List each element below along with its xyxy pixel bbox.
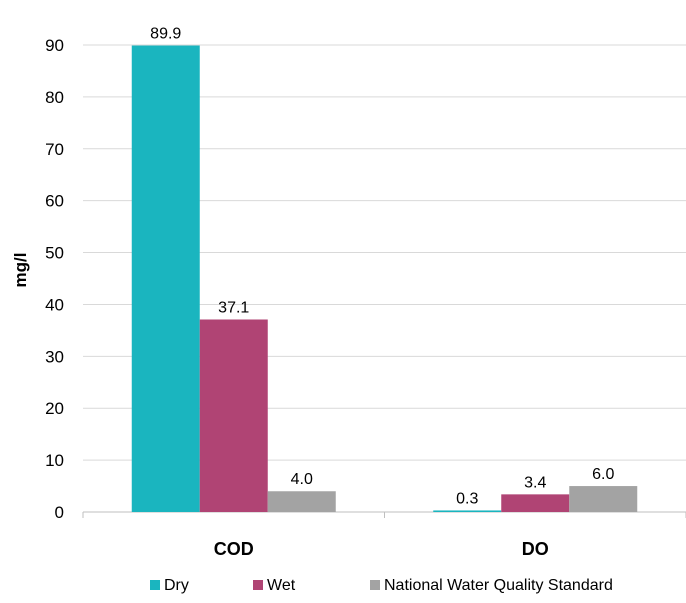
bar-national-water-quality-standard-cod[interactable]	[267, 491, 336, 512]
y-tick-label: 70	[45, 140, 64, 159]
data-label: 89.9	[150, 26, 181, 43]
legend-item-national-water-quality-standard[interactable]: National Water Quality Standard	[370, 577, 613, 594]
legend-label: National Water Quality Standard	[384, 577, 613, 594]
data-label: 37.1	[218, 299, 249, 316]
legend-item-wet[interactable]: Wet	[253, 577, 296, 594]
y-tick-label: 90	[45, 36, 64, 55]
legend-swatch	[370, 580, 380, 590]
y-tick-label: 0	[55, 503, 64, 522]
y-tick-label: 40	[45, 295, 64, 314]
legend-swatch	[253, 580, 263, 590]
bar-dry-do[interactable]	[433, 510, 502, 512]
legend-swatch	[150, 580, 160, 590]
legend-item-dry[interactable]: Dry	[150, 577, 189, 594]
x-category-label: COD	[214, 539, 254, 559]
bar-national-water-quality-standard-do[interactable]	[569, 486, 638, 512]
data-label: 3.4	[524, 474, 546, 491]
y-tick-label: 80	[45, 88, 64, 107]
bar-wet-cod[interactable]	[199, 319, 268, 512]
y-tick-label: 30	[45, 347, 64, 366]
y-axis-title: mg/l	[11, 253, 30, 288]
bar-dry-cod[interactable]	[131, 45, 200, 512]
y-tick-label: 60	[45, 192, 64, 211]
legend-label: Wet	[267, 577, 296, 594]
data-label: 0.3	[456, 490, 478, 507]
y-tick-label: 50	[45, 244, 64, 263]
bar-wet-do[interactable]	[501, 494, 570, 512]
x-category-label: DO	[522, 539, 549, 559]
data-labels: 89.9 37.1 4.0 0.3 3.4 6.0	[150, 26, 614, 508]
legend-label: Dry	[164, 577, 189, 594]
data-label: 6.0	[592, 466, 614, 483]
y-tick-label: 20	[45, 399, 64, 418]
data-label: 4.0	[291, 471, 313, 488]
bars	[131, 45, 638, 512]
y-tick-label: 10	[45, 451, 64, 470]
legend[interactable]: Dry Wet National Water Quality Standard	[150, 577, 613, 594]
